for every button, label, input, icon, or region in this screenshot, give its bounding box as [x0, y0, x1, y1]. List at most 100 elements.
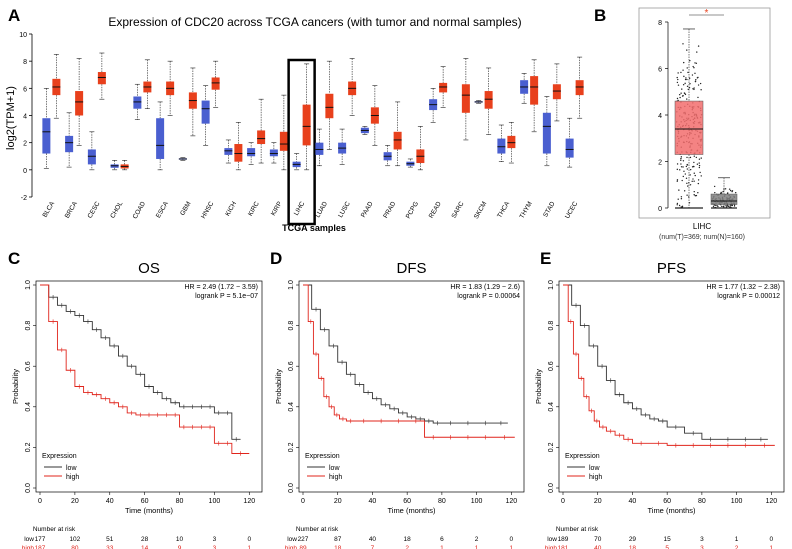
km-xtick-label: 0 — [301, 498, 305, 505]
panel-a-ylabel: log2(TPM+1) — [5, 86, 17, 150]
panel-b-point-normal — [727, 192, 729, 194]
km-risk-count: 2 — [475, 536, 479, 543]
panel-b-point-tumor — [677, 84, 680, 86]
panel-b-point-tumor — [697, 191, 699, 194]
panel-b-point-tumor — [685, 177, 688, 180]
km-ytick-label: 0.6 — [548, 361, 555, 371]
panel-b-point-tumor — [697, 182, 700, 185]
panel-b-point-tumor — [692, 65, 694, 68]
panel-b-point-tumor — [700, 157, 702, 159]
panel-b-point-tumor — [691, 166, 694, 168]
panel-b-ytick-label: 0 — [658, 206, 662, 213]
km-plot-frame — [558, 280, 785, 493]
panel-b-point-tumor — [683, 170, 685, 172]
panel-a-ytick-label: -2 — [21, 195, 27, 202]
panel-b-point-normal — [731, 204, 734, 207]
km-risk-count: 6 — [440, 536, 444, 543]
km-risk-count: 1 — [440, 545, 444, 549]
km-curve-low — [563, 284, 768, 440]
panel-b-point-tumor — [678, 189, 680, 191]
panel-b-point-tumor — [696, 163, 699, 165]
panel-b-point-normal — [727, 205, 730, 208]
panel-a-xtick-label: CHOL — [109, 200, 124, 219]
panel-a-xtick-label: KICH — [224, 200, 238, 217]
panel-b-point-tumor — [693, 87, 695, 89]
panel-b-point-tumor — [680, 92, 682, 94]
panel-b-point-normal — [728, 188, 731, 190]
panel-b-point-tumor — [700, 175, 702, 177]
panel-b-point-normal — [714, 204, 716, 207]
panel-b-point-tumor — [689, 184, 692, 186]
panel-b-point-normal — [720, 191, 722, 194]
panel-b-point-tumor — [691, 180, 693, 183]
panel-b-point-tumor — [699, 82, 702, 85]
panel-b-point-tumor — [680, 206, 682, 208]
box-tumor-brca — [75, 91, 84, 116]
panel-b-point-tumor — [686, 67, 688, 69]
panel-a-xtick-label: SKCM — [473, 201, 488, 221]
km-xtick-label: 120 — [243, 498, 255, 505]
panel-a-ytick-label: 10 — [19, 32, 27, 39]
panel-b-point-tumor — [700, 89, 702, 91]
panel-a-title: Expression of CDC20 across TCGA cancers … — [108, 15, 521, 29]
km-risk-count: 1 — [770, 545, 774, 549]
km-risk-count: 3 — [213, 545, 217, 549]
panel-b-point-normal — [713, 185, 716, 188]
panel-b-point-tumor — [697, 84, 700, 86]
km-risk-count: 80 — [71, 545, 79, 549]
box-tumor-skcm — [484, 91, 493, 109]
km-risk-count: 15 — [664, 536, 672, 543]
panel-b-ytick-label: 4 — [658, 113, 662, 120]
km-title: OS — [138, 260, 160, 277]
panel-b-point-tumor — [693, 194, 695, 196]
km-legend-label-low: low — [329, 465, 340, 472]
panel-b-point-tumor — [676, 202, 679, 205]
km-risk-count: 14 — [141, 545, 149, 549]
panel-b-point-tumor — [695, 62, 698, 65]
panel-b-point-tumor — [677, 78, 679, 81]
km-risk-row-label-low: low — [287, 536, 297, 543]
panel-b-point-tumor — [681, 88, 683, 90]
panel-b-point-tumor — [676, 81, 679, 84]
km-ytick-label: 0.0 — [25, 483, 32, 493]
panel-b-point-tumor — [676, 97, 679, 100]
km-hr-text: HR = 1.83 (1.29 − 2.6) — [450, 284, 520, 291]
km-xlabel: Time (months) — [125, 506, 174, 515]
panel-b-point-tumor — [691, 74, 694, 76]
panel-b-point-tumor — [695, 194, 698, 197]
panel-b-point-tumor — [682, 69, 684, 71]
km-title: PFS — [657, 260, 686, 277]
km-risk-row-label-low: low — [24, 536, 34, 543]
panel-b-point-normal — [726, 204, 729, 206]
km-xtick-label: 0 — [38, 498, 42, 505]
panel-a-xtick-label: UCEC — [564, 200, 579, 220]
panel-a-ytick-label: 4 — [23, 114, 27, 121]
panel-b-point-tumor — [687, 88, 689, 90]
km-ytick-label: 0.4 — [288, 402, 295, 412]
panel-b-point-normal — [712, 205, 715, 208]
panel-a-xtick-label: BLCA — [42, 200, 57, 219]
panel-b-point-normal — [724, 188, 727, 190]
panel-b-point-normal — [725, 206, 728, 208]
panel-a-xtick-label: BRCA — [64, 200, 79, 220]
km-ytick-label: 0.8 — [25, 321, 32, 331]
panel-a-xtick-label: STAD — [542, 200, 557, 218]
km-xtick-label: 100 — [731, 498, 743, 505]
panel-b-point-tumor — [686, 182, 688, 185]
panel-a-xtick-label: THYM — [519, 201, 534, 220]
km-title: DFS — [397, 260, 427, 277]
panel-a-xtick-label: COAD — [132, 200, 148, 220]
panel-b-point-tumor — [694, 72, 696, 75]
km-ytick-label: 0.0 — [548, 483, 555, 493]
km-plot-frame — [298, 280, 525, 493]
km-risk-count: 3 — [700, 545, 704, 549]
km-risk-row-label-high: high — [22, 545, 35, 549]
panel-a-xtick-label: ESCA — [155, 200, 170, 219]
panel-b-point-tumor — [687, 71, 689, 74]
panel-label-b: B — [594, 6, 606, 25]
km-risk-count: 87 — [334, 536, 342, 543]
km-risk-count: 5 — [665, 545, 669, 549]
km-ytick-label: 0.2 — [288, 442, 295, 452]
panel-b-point-tumor — [676, 163, 679, 165]
panel-label-d: D — [270, 249, 282, 268]
